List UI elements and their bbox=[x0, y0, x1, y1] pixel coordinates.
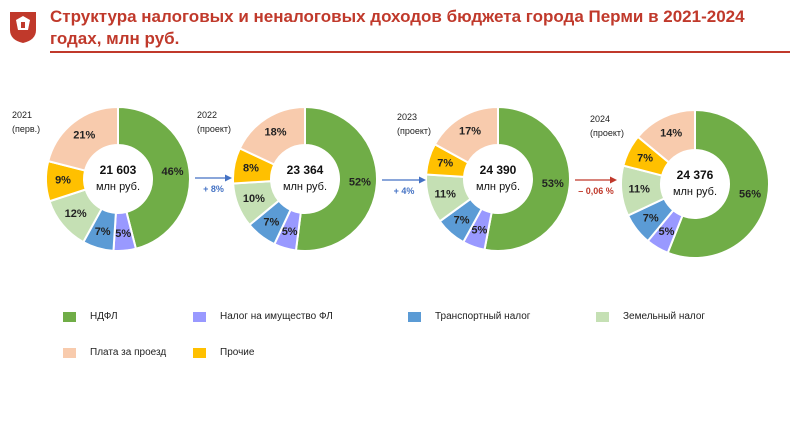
year-label: 2023 bbox=[397, 112, 417, 122]
donut-total-value: 24 376 bbox=[677, 168, 714, 182]
donut-slice-ndfl bbox=[666, 108, 770, 259]
legend-item-property-tax: Налог на имущество ФЛ bbox=[193, 311, 333, 322]
legend-swatch bbox=[193, 311, 206, 322]
legend-swatch bbox=[63, 311, 76, 322]
donut-total-unit: млн руб. bbox=[673, 186, 717, 198]
status-label: (перв.) bbox=[12, 124, 40, 134]
title-underline bbox=[50, 51, 790, 53]
slice-percent-label: 46% bbox=[162, 166, 184, 178]
change-arrow-head bbox=[225, 174, 232, 182]
donut-slice-ndfl bbox=[483, 105, 571, 252]
slice-percent-label: 21% bbox=[73, 130, 95, 142]
legend-label: НДФЛ bbox=[90, 311, 118, 322]
legend-swatch bbox=[408, 311, 421, 322]
change-percent-label: + 4% bbox=[394, 186, 415, 196]
status-label: (проект) bbox=[397, 126, 431, 136]
slice-percent-label: 7% bbox=[437, 158, 453, 170]
slice-percent-label: 11% bbox=[629, 183, 651, 195]
change-arrow-head bbox=[610, 176, 617, 184]
change-percent-label: + 8% bbox=[203, 184, 224, 194]
legend-swatch bbox=[63, 347, 76, 358]
legend-item-transport-tax: Транспортный налог bbox=[408, 311, 530, 322]
donut-slice-travel bbox=[47, 105, 119, 172]
donut-total-value: 24 390 bbox=[480, 163, 517, 177]
legend-item-other: Прочие bbox=[193, 347, 254, 358]
legend-label: Плата за проезд bbox=[90, 347, 167, 358]
page-title: Структура налоговых и неналоговых доходо… bbox=[50, 7, 745, 48]
slice-percent-label: 8% bbox=[243, 163, 259, 175]
slice-percent-label: 52% bbox=[349, 176, 371, 188]
legend-label: Земельный налог bbox=[623, 311, 706, 322]
year-label: 2024 bbox=[590, 114, 610, 124]
legend-item-travel-fee: Плата за проезд bbox=[63, 347, 166, 358]
donut-total-value: 21 603 bbox=[100, 163, 137, 177]
slice-percent-label: 7% bbox=[95, 226, 111, 238]
slice-percent-label: 53% bbox=[542, 178, 564, 190]
donut-slice-ndfl bbox=[117, 105, 191, 250]
donut-total-value: 23 364 bbox=[287, 163, 324, 177]
change-percent-label: – 0,06 % bbox=[578, 186, 614, 196]
slice-percent-label: 5% bbox=[659, 226, 675, 238]
slice-percent-label: 9% bbox=[55, 175, 71, 187]
slice-percent-label: 5% bbox=[282, 226, 298, 238]
donut-slice-travel bbox=[636, 108, 696, 164]
legend-label: Налог на имущество ФЛ bbox=[220, 311, 333, 322]
legend-swatch bbox=[193, 347, 206, 358]
slice-percent-label: 14% bbox=[660, 127, 682, 139]
year-label: 2022 bbox=[197, 110, 217, 120]
slice-percent-label: 7% bbox=[637, 153, 653, 165]
donut-slice-travel bbox=[238, 105, 306, 166]
slice-percent-label: 7% bbox=[643, 212, 659, 224]
donut-total-unit: млн руб. bbox=[283, 181, 327, 193]
status-label: (проект) bbox=[197, 124, 231, 134]
slice-percent-label: 7% bbox=[263, 216, 279, 228]
donut-slice-travel bbox=[433, 105, 499, 164]
slice-percent-label: 18% bbox=[265, 127, 287, 139]
slice-percent-label: 56% bbox=[739, 188, 761, 200]
slice-percent-label: 12% bbox=[65, 208, 87, 220]
legend-label: Прочие bbox=[220, 347, 255, 358]
legend-item-ndfl: НДФЛ bbox=[63, 311, 118, 322]
year-label: 2021 bbox=[12, 110, 32, 120]
donut-slice-ndfl bbox=[294, 105, 378, 252]
donut-total-unit: млн руб. bbox=[476, 181, 520, 193]
slice-percent-label: 17% bbox=[459, 126, 481, 138]
slice-percent-label: 10% bbox=[243, 193, 265, 205]
slice-percent-label: 5% bbox=[115, 228, 131, 240]
slice-percent-label: 5% bbox=[471, 225, 487, 237]
legend-label: Транспортный налог bbox=[435, 311, 531, 322]
donut-total-unit: млн руб. bbox=[96, 181, 140, 193]
status-label: (проект) bbox=[590, 128, 624, 138]
perm-coat-of-arms-logo bbox=[10, 12, 36, 43]
slice-percent-label: 11% bbox=[434, 188, 456, 200]
slice-percent-label: 7% bbox=[454, 214, 470, 226]
legend-item-land-tax: Земельный налог bbox=[596, 311, 705, 322]
change-arrow-head bbox=[419, 176, 426, 184]
legend-swatch bbox=[596, 311, 609, 322]
